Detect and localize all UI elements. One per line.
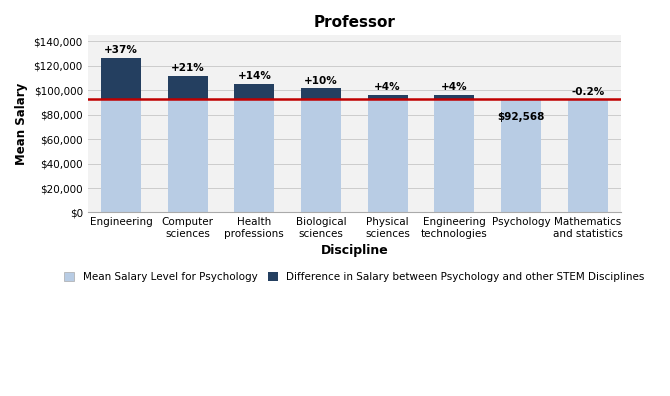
Text: $92,568: $92,568 xyxy=(497,112,545,122)
Bar xyxy=(234,99,274,212)
Bar xyxy=(434,99,474,212)
Bar xyxy=(168,76,208,99)
Y-axis label: Mean Salary: Mean Salary xyxy=(15,83,28,165)
Bar xyxy=(234,84,274,99)
Bar xyxy=(301,99,341,212)
Legend: Mean Salary Level for Psychology, Difference in Salary between Psychology and ot: Mean Salary Level for Psychology, Differ… xyxy=(61,269,648,285)
Text: -0.2%: -0.2% xyxy=(571,87,604,97)
Bar xyxy=(434,95,474,99)
Bar xyxy=(301,88,341,99)
Bar xyxy=(101,99,141,212)
Bar xyxy=(168,99,208,212)
Bar xyxy=(368,99,407,212)
Text: +4%: +4% xyxy=(441,82,468,92)
Text: +14%: +14% xyxy=(237,71,271,81)
X-axis label: Discipline: Discipline xyxy=(320,244,388,257)
Bar xyxy=(101,57,141,99)
Bar xyxy=(368,95,407,99)
Title: Professor: Professor xyxy=(314,15,395,30)
Text: +4%: +4% xyxy=(375,82,401,92)
Text: +21%: +21% xyxy=(171,63,204,73)
Text: +37%: +37% xyxy=(104,45,138,55)
Text: +10%: +10% xyxy=(304,76,338,86)
Bar xyxy=(501,99,541,212)
Bar xyxy=(567,100,608,212)
